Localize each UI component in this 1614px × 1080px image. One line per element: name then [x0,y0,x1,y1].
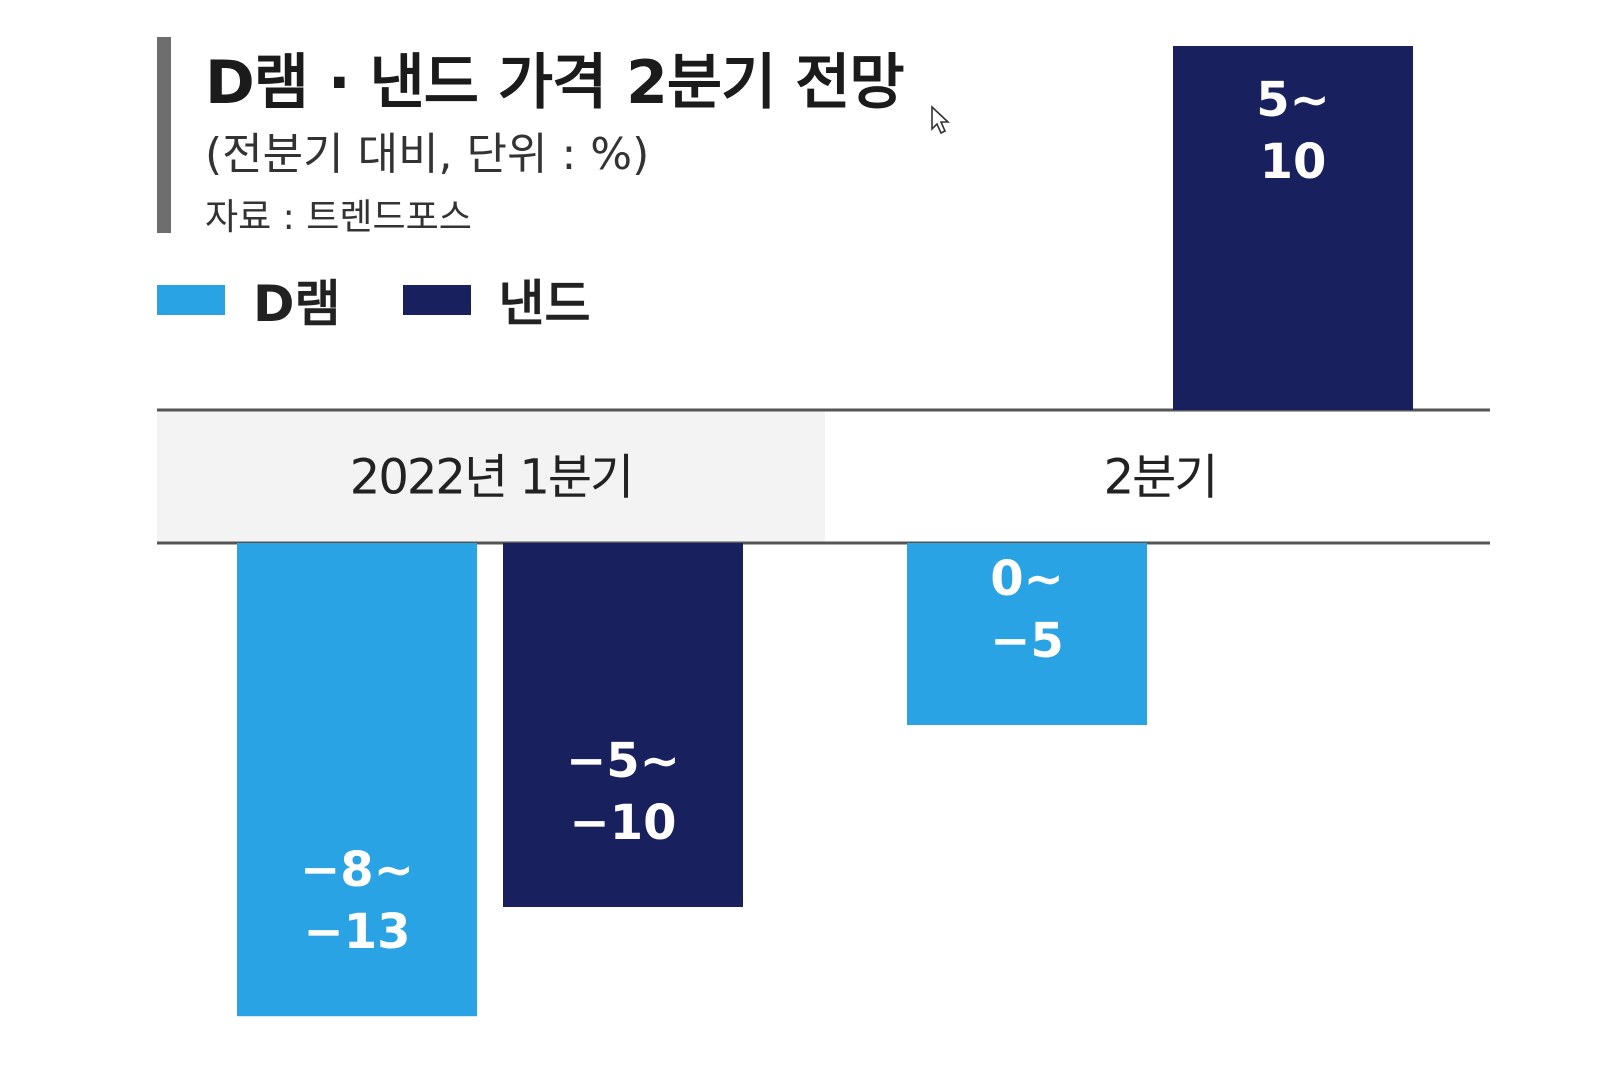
data-label-dram-2-line1: 0∼ [990,551,1064,607]
bar-dram-2 [907,543,1147,725]
bar-nand-2 [1173,46,1413,410]
data-label-nand-1-line1: −5∼ [566,733,680,789]
category-label-1: 2022년 1분기 [350,450,632,506]
data-label-nand-1-line2: −10 [569,795,676,851]
bar-nand-1 [503,543,743,907]
legend-item-nand: 낸드 [402,264,591,336]
data-label-dram-1-line2: −13 [303,904,410,960]
data-label-dram-1-line1: −8∼ [300,842,414,898]
data-label-nand-2-line2: 10 [1260,134,1327,190]
chart-title: D램 · 낸드 가격 2분기 전망 [205,48,905,118]
legend-label-nand: 낸드 [498,275,591,333]
legend-item-dram: D램 [157,264,341,336]
legend-swatch-dram [157,285,225,315]
title-accent-bar [157,37,171,233]
bar-dram-1 [237,543,477,1017]
legend-label-dram: D램 [253,275,341,333]
category-label-2: 2분기 [1104,450,1217,506]
data-label-dram-2-line2: −5 [990,613,1064,669]
category-band-q1 [157,410,825,543]
legend-swatch-nand [402,285,471,315]
chart-source: 자료 : 트렌드포스 [205,197,472,238]
mouse-cursor-icon [931,105,951,135]
data-label-nand-2-line1: 5∼ [1256,72,1330,128]
chart-subtitle: (전분기 대비, 단위 : %) [205,129,650,180]
legend: D램 낸드 [157,272,653,333]
